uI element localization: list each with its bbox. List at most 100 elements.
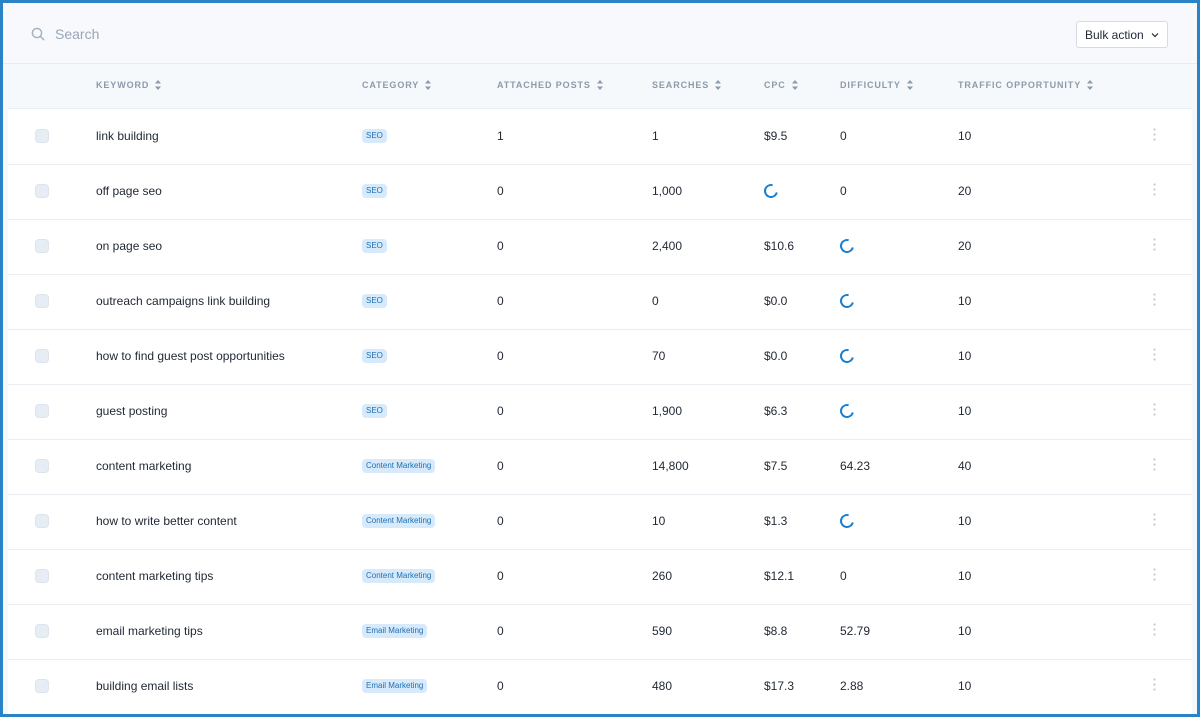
- difficulty-cell: 64.23: [840, 459, 871, 473]
- difficulty-cell: 0: [840, 129, 847, 143]
- table-row[interactable]: guest posting SEO 0 1,900 $6.3 10: [8, 384, 1192, 440]
- category-badge: Content Marketing: [362, 459, 436, 473]
- loading-spinner-icon: [761, 181, 781, 201]
- row-checkbox[interactable]: [35, 404, 49, 418]
- table-row[interactable]: content marketing tips Content Marketing 0…: [8, 549, 1192, 605]
- sort-icon: [425, 80, 432, 90]
- column-header-cpc[interactable]: CPC: [764, 80, 798, 90]
- table-row[interactable]: how to write better content Content Marke…: [8, 494, 1192, 550]
- sort-icon: [906, 80, 913, 90]
- searches-cell: 480: [652, 679, 673, 693]
- row-checkbox[interactable]: [35, 514, 49, 528]
- row-checkbox[interactable]: [35, 349, 49, 363]
- row-checkbox[interactable]: [35, 129, 49, 143]
- column-header-keyword[interactable]: KEYWORD: [96, 80, 162, 90]
- table-row[interactable]: link building SEO 1 1 $9.5 0 10: [8, 109, 1192, 165]
- table-row[interactable]: on page seo SEO 0 2,400 $10.6 20: [8, 219, 1192, 275]
- difficulty-cell: 0: [840, 569, 847, 583]
- traffic-opportunity-cell: 10: [958, 349, 972, 363]
- cpc-cell: $6.3: [764, 404, 788, 418]
- attached-posts-cell: 0: [497, 184, 504, 198]
- keyword-cell: how to find guest post opportunities: [96, 349, 285, 363]
- loading-spinner-icon: [837, 346, 857, 366]
- more-vertical-icon[interactable]: [1153, 238, 1156, 251]
- cpc-cell: $0.0: [764, 294, 788, 308]
- cpc-cell: $17.3: [764, 679, 795, 693]
- row-checkbox[interactable]: [35, 624, 49, 638]
- difficulty-cell: 0: [840, 184, 847, 198]
- more-vertical-icon[interactable]: [1153, 293, 1156, 306]
- chevron-down-icon: [1151, 33, 1159, 38]
- searches-cell: 260: [652, 569, 673, 583]
- searches-cell: 590: [652, 624, 673, 638]
- cpc-cell: $0.0: [764, 349, 788, 363]
- category-badge: SEO: [362, 184, 387, 198]
- category-badge: SEO: [362, 404, 387, 418]
- keyword-cell: off page seo: [96, 184, 162, 198]
- traffic-opportunity-cell: 10: [958, 624, 972, 638]
- toolbar: Bulk action: [3, 3, 1197, 64]
- cpc-cell: $9.5: [764, 129, 788, 143]
- row-checkbox[interactable]: [35, 569, 49, 583]
- search-input[interactable]: [55, 21, 455, 47]
- keyword-cell: email marketing tips: [96, 624, 203, 638]
- cpc-cell: $8.8: [764, 624, 788, 638]
- loading-spinner-icon: [837, 401, 857, 421]
- attached-posts-cell: 1: [497, 129, 504, 143]
- column-header-difficulty[interactable]: DIFFICULTY: [840, 80, 913, 90]
- table-row[interactable]: building email lists Email Marketing 0 480 $…: [8, 659, 1192, 714]
- more-vertical-icon[interactable]: [1153, 128, 1156, 141]
- traffic-opportunity-cell: 10: [958, 129, 972, 143]
- traffic-opportunity-cell: 10: [958, 569, 972, 583]
- more-vertical-icon[interactable]: [1153, 348, 1156, 361]
- table-row[interactable]: outreach campaigns link building SEO 0 0 $0.…: [8, 274, 1192, 330]
- keywords-table: KEYWORD CATEGORY ATTACHED POSTS SEARCHES…: [8, 64, 1192, 714]
- row-checkbox[interactable]: [35, 239, 49, 253]
- column-header-traffic-opportunity[interactable]: TRAFFIC OPPORTUNITY: [958, 80, 1094, 90]
- table-row[interactable]: content marketing Content Marketing 0 14,80…: [8, 439, 1192, 495]
- traffic-opportunity-cell: 10: [958, 404, 972, 418]
- cpc-cell: $12.1: [764, 569, 795, 583]
- keyword-cell: link building: [96, 129, 159, 143]
- loading-spinner-icon: [837, 236, 857, 256]
- searches-cell: 2,400: [652, 239, 683, 253]
- sort-icon: [155, 80, 162, 90]
- column-header-attached-posts[interactable]: ATTACHED POSTS: [497, 80, 603, 90]
- searches-cell: 1,000: [652, 184, 683, 198]
- traffic-opportunity-cell: 20: [958, 239, 972, 253]
- row-checkbox[interactable]: [35, 679, 49, 693]
- bulk-action-dropdown[interactable]: Bulk action: [1076, 21, 1168, 48]
- more-vertical-icon[interactable]: [1153, 458, 1156, 471]
- sort-icon: [791, 80, 798, 90]
- attached-posts-cell: 0: [497, 239, 504, 253]
- category-badge: SEO: [362, 294, 387, 308]
- more-vertical-icon[interactable]: [1153, 623, 1156, 636]
- row-checkbox[interactable]: [35, 294, 49, 308]
- column-header-category[interactable]: CATEGORY: [362, 80, 432, 90]
- attached-posts-cell: 0: [497, 514, 504, 528]
- keyword-cell: content marketing tips: [96, 569, 214, 583]
- table-row[interactable]: how to find guest post opportunities SEO 0…: [8, 329, 1192, 385]
- keyword-cell: guest posting: [96, 404, 168, 418]
- table-row[interactable]: email marketing tips Email Marketing 0 590 $…: [8, 604, 1192, 660]
- difficulty-cell: 52.79: [840, 624, 871, 638]
- more-vertical-icon[interactable]: [1153, 513, 1156, 526]
- row-checkbox[interactable]: [35, 184, 49, 198]
- more-vertical-icon[interactable]: [1153, 678, 1156, 691]
- table-row[interactable]: off page seo SEO 0 1,000 0 20: [8, 164, 1192, 220]
- difficulty-cell: 2.88: [840, 679, 864, 693]
- traffic-opportunity-cell: 10: [958, 679, 972, 693]
- searches-cell: 0: [652, 294, 659, 308]
- category-badge: SEO: [362, 239, 387, 253]
- row-checkbox[interactable]: [35, 459, 49, 473]
- more-vertical-icon[interactable]: [1153, 403, 1156, 416]
- more-vertical-icon[interactable]: [1153, 183, 1156, 196]
- loading-spinner-icon: [837, 291, 857, 311]
- traffic-opportunity-cell: 10: [958, 294, 972, 308]
- more-vertical-icon[interactable]: [1153, 568, 1156, 581]
- table-header: KEYWORD CATEGORY ATTACHED POSTS SEARCHES…: [8, 64, 1192, 109]
- column-header-searches[interactable]: SEARCHES: [652, 80, 722, 90]
- keyword-cell: outreach campaigns link building: [96, 294, 271, 308]
- keyword-cell: content marketing: [96, 459, 192, 473]
- category-badge: Content Marketing: [362, 569, 436, 583]
